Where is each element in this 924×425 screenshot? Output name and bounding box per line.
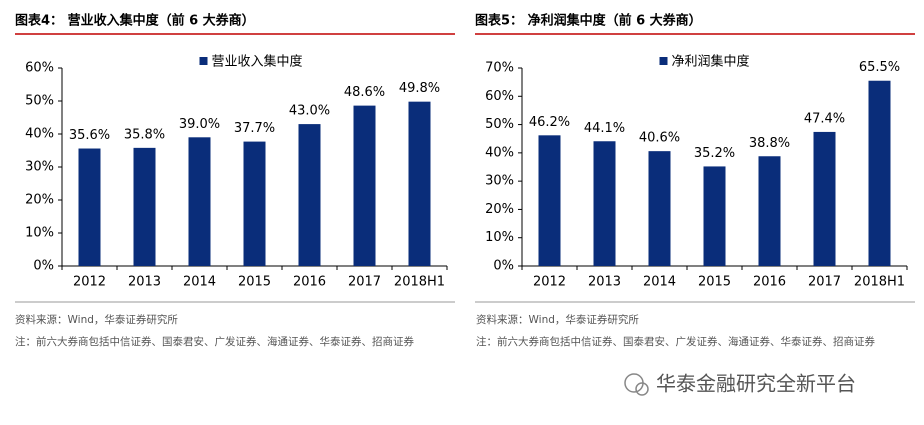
value-label: 35.8% [124,127,165,142]
value-label: 47.4% [804,111,845,126]
value-label: 43.0% [289,104,330,119]
x-tick-label: 2013 [588,275,621,290]
bar [593,141,616,266]
value-label: 35.6% [69,128,110,143]
value-label: 65.5% [859,60,900,75]
y-tick-label: 70% [485,61,514,76]
y-tick-label: 30% [25,160,54,175]
value-label: 35.2% [694,146,735,161]
x-tick-label: 2013 [128,275,161,290]
y-tick-label: 0% [493,259,514,274]
x-tick-label: 2018H1 [394,275,445,290]
bar [353,105,376,267]
watermark: 华泰金融研究全新平台 [656,372,856,396]
y-tick-label: 10% [485,230,514,245]
legend-swatch [659,57,668,65]
x-tick-label: 2017 [808,275,841,290]
y-tick-label: 60% [485,89,514,104]
x-tick-label: 2014 [643,275,676,290]
bar [703,166,726,266]
value-label: 49.8% [399,81,440,96]
x-tick-label: 2016 [293,275,326,290]
bar [648,151,671,266]
bar [188,137,211,266]
bar [298,124,321,266]
legend-label: 净利润集中度 [672,54,750,70]
bar [868,80,891,266]
bar [408,101,431,266]
bar [133,147,156,266]
x-tick-label: 2017 [348,275,381,290]
y-tick-label: 60% [25,61,54,76]
chart-title: 图表5： 净利润集中度（前 6 大券商） [475,13,702,29]
y-tick-label: 20% [485,202,514,217]
note: 注：前六大券商包括中信证券、国泰君安、广发证券、海通证券、华泰证券、招商证券 [476,336,875,348]
value-label: 48.6% [344,85,385,100]
bar [78,148,101,266]
y-tick-label: 40% [485,145,514,160]
y-tick-label: 0% [33,259,54,274]
x-tick-label: 2015 [238,275,271,290]
x-tick-label: 2018H1 [854,275,905,290]
legend-swatch [199,57,208,65]
y-tick-label: 20% [25,193,54,208]
bar [243,141,266,266]
value-label: 40.6% [639,131,680,146]
y-tick-label: 50% [25,94,54,109]
value-label: 37.7% [234,121,275,136]
value-label: 46.2% [529,115,570,130]
y-tick-label: 40% [25,127,54,142]
chart-title: 图表4： 营业收入集中度（前 6 大券商） [15,13,255,29]
x-tick-label: 2016 [753,275,786,290]
source: 资料来源：Wind，华泰证券研究所 [15,314,178,326]
source: 资料来源：Wind，华泰证券研究所 [476,314,639,326]
y-tick-label: 30% [485,174,514,189]
value-label: 44.1% [584,121,625,136]
bar [538,135,561,266]
watermark-icon [635,382,649,396]
y-tick-label: 50% [485,117,514,132]
value-label: 38.8% [749,136,790,151]
note: 注：前六大券商包括中信证券、国泰君安、广发证券、海通证券、华泰证券、招商证券 [15,336,414,348]
bar [758,156,781,266]
x-tick-label: 2015 [698,275,731,290]
x-tick-label: 2014 [183,275,216,290]
legend-label: 营业收入集中度 [212,54,303,70]
x-tick-label: 2012 [73,275,106,290]
value-label: 39.0% [179,117,220,132]
x-tick-label: 2012 [533,275,566,290]
y-tick-label: 10% [25,226,54,241]
bar [813,131,836,266]
